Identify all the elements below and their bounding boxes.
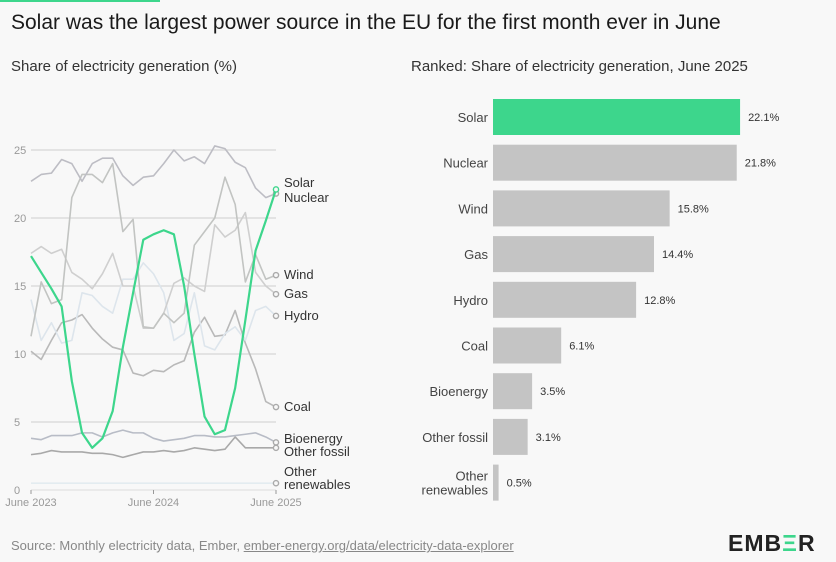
series-label: Other bbox=[284, 464, 317, 479]
value-label: 0.5% bbox=[507, 478, 532, 490]
accent-bar bbox=[0, 0, 160, 2]
value-label: 6.1% bbox=[569, 341, 594, 353]
value-label: 3.1% bbox=[536, 432, 561, 444]
value-label: 21.8% bbox=[745, 158, 776, 170]
x-tick-label: June 2025 bbox=[250, 497, 301, 509]
source-note: Source: Monthly electricity data, Ember,… bbox=[11, 538, 514, 553]
chart-title: Solar was the largest power source in th… bbox=[11, 11, 721, 34]
end-marker bbox=[272, 312, 280, 320]
series-line-nuclear bbox=[30, 145, 277, 199]
series-label: renewables bbox=[284, 477, 351, 492]
value-label: 12.8% bbox=[644, 295, 675, 307]
y-tick-label: 5 bbox=[14, 417, 20, 429]
series-label: Hydro bbox=[284, 308, 319, 323]
category-label: Wind bbox=[458, 201, 488, 216]
category-label: Other bbox=[455, 469, 488, 484]
series-label: Nuclear bbox=[284, 190, 329, 205]
bar-hydro bbox=[493, 281, 637, 318]
bar-coal bbox=[493, 327, 562, 364]
value-label: 3.5% bbox=[540, 386, 565, 398]
y-tick-label: 20 bbox=[14, 213, 26, 225]
bar-gas bbox=[493, 236, 654, 273]
category-label: Hydro bbox=[453, 293, 488, 308]
category-label: Gas bbox=[464, 247, 488, 262]
end-marker bbox=[272, 186, 280, 193]
series-line-hydro bbox=[30, 262, 277, 351]
bar-other-fossil bbox=[493, 418, 528, 455]
category-label: Bioenergy bbox=[429, 384, 488, 399]
bar-other-renewables bbox=[493, 464, 499, 501]
category-label: Solar bbox=[458, 110, 489, 125]
bar-chart-title: Ranked: Share of electricity generation,… bbox=[411, 58, 748, 75]
value-label: 15.8% bbox=[678, 203, 709, 215]
x-tick-label: June 2023 bbox=[5, 497, 56, 509]
y-tick-label: 15 bbox=[14, 281, 26, 293]
bar-bioenergy bbox=[493, 373, 533, 410]
y-tick-label: 10 bbox=[14, 349, 26, 361]
series-line-coal bbox=[30, 309, 277, 408]
series-label: Solar bbox=[284, 175, 315, 190]
bar-wind bbox=[493, 190, 670, 227]
value-label: 14.4% bbox=[662, 249, 693, 261]
end-marker bbox=[272, 403, 280, 411]
value-label: 22.1% bbox=[748, 112, 779, 124]
category-label: Nuclear bbox=[443, 156, 488, 171]
source-link[interactable]: ember-energy.org/data/electricity-data-e… bbox=[243, 538, 514, 553]
series-line-solar bbox=[30, 189, 278, 449]
end-marker bbox=[272, 444, 280, 452]
source-text: Source: Monthly electricity data, Ember, bbox=[11, 538, 244, 553]
series-line-bioenergy bbox=[30, 429, 277, 444]
y-tick-label: 0 bbox=[14, 485, 20, 497]
ember-logo: EMBΞR bbox=[728, 530, 816, 556]
y-tick-label: 25 bbox=[14, 145, 26, 157]
series-label: Bioenergy bbox=[284, 431, 343, 446]
end-marker bbox=[272, 290, 280, 298]
category-label: renewables bbox=[422, 483, 489, 498]
line-chart-title: Share of electricity generation (%) bbox=[11, 58, 237, 75]
bar-chart: Solar 22.1% Nuclear 21.8% Wind 15.8% Gas 14.4% H… bbox=[422, 99, 779, 501]
end-marker bbox=[272, 271, 280, 279]
series-label: Gas bbox=[284, 286, 308, 301]
series-label: Coal bbox=[284, 399, 311, 414]
bar-nuclear bbox=[493, 144, 737, 181]
series-line-wind bbox=[30, 162, 277, 337]
bar-solar bbox=[493, 99, 741, 135]
end-marker bbox=[272, 439, 280, 446]
series-line-other-fossil bbox=[30, 436, 276, 459]
series-label: Other fossil bbox=[284, 444, 350, 459]
category-label: Other fossil bbox=[422, 430, 488, 445]
end-marker bbox=[272, 479, 280, 487]
category-label: Coal bbox=[461, 339, 488, 354]
line-chart: 0 5 10 15 20 25 June 2023 June 2024 June 2025 Sol… bbox=[5, 145, 351, 509]
series-label: Wind bbox=[284, 267, 314, 282]
x-tick-label: June 2024 bbox=[128, 497, 179, 509]
